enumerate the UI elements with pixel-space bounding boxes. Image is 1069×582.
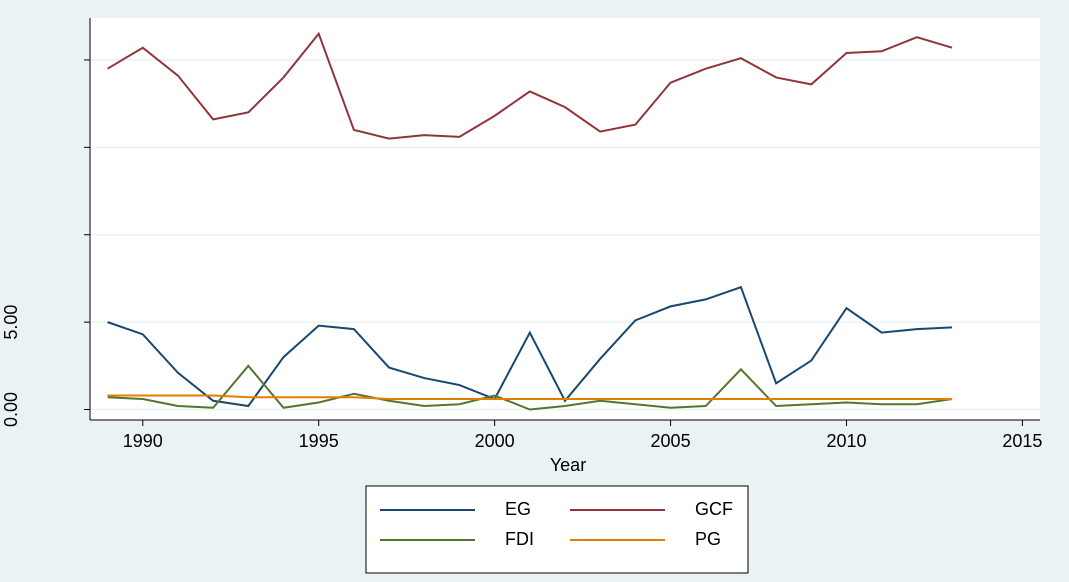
legend-label: GCF — [695, 499, 733, 519]
series-line — [107, 31, 953, 140]
legend-label: EG — [505, 499, 531, 519]
series-line — [107, 394, 953, 401]
x-tick-label: 1990 — [123, 431, 163, 451]
x-tick-label: 2010 — [826, 431, 866, 451]
plot-area — [90, 18, 1040, 420]
x-tick-label: 2015 — [1002, 431, 1042, 451]
legend-label: FDI — [505, 529, 534, 549]
series-line — [107, 364, 953, 411]
legend-box — [365, 485, 749, 574]
x-tick-label: 2000 — [475, 431, 515, 451]
legend-label: PG — [695, 529, 721, 549]
x-tick-label: 1995 — [299, 431, 339, 451]
y-tick-label: 0.00 — [1, 392, 21, 427]
x-tick-label: 2005 — [651, 431, 691, 451]
y-tick-label: 5.00 — [1, 305, 21, 340]
x-axis-title: Year — [550, 455, 586, 475]
series-line — [107, 285, 953, 408]
